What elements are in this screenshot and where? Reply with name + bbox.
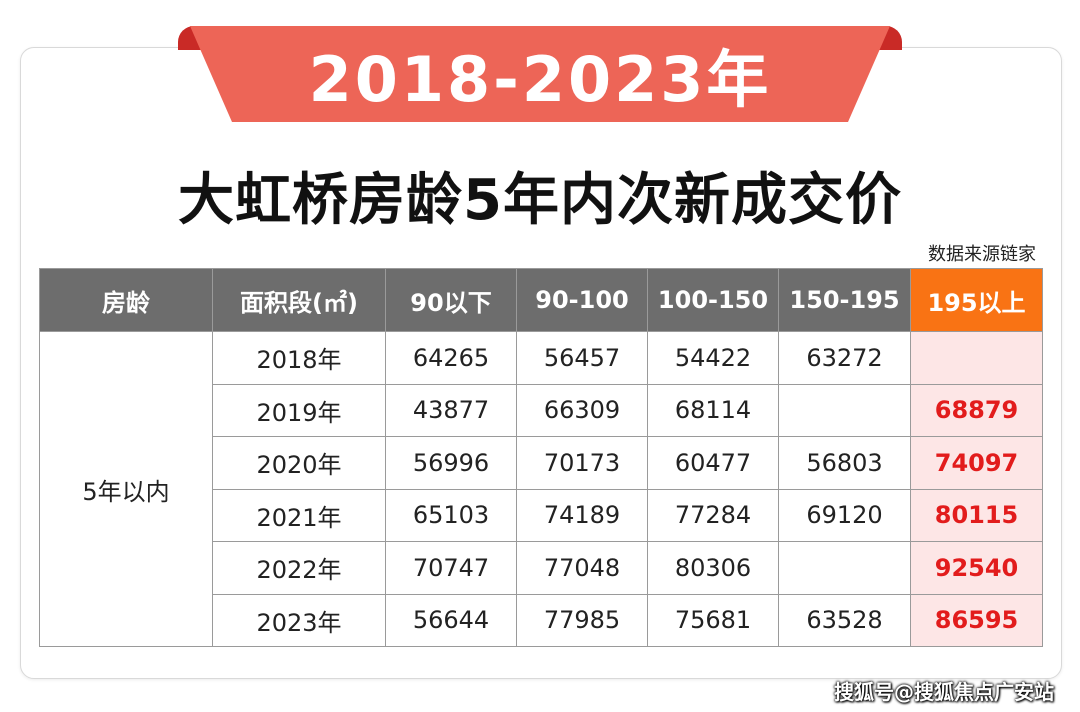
price-cell: 77048	[516, 541, 648, 595]
price-cell: 80306	[647, 541, 779, 595]
year-cell: 2019年	[212, 383, 386, 437]
watermark: 搜狐号@搜狐焦点广安站	[834, 680, 1054, 704]
price-cell: 56803	[778, 436, 911, 490]
price-cell: 56996	[385, 436, 517, 490]
price-cell: 64265	[385, 331, 517, 385]
price-cell-highlight: 92540	[910, 541, 1043, 595]
header-cell-90-100: 90-100	[516, 268, 648, 332]
price-cell: 56644	[385, 593, 517, 647]
price-cell: 56457	[516, 331, 648, 385]
price-cell: 43877	[385, 383, 517, 437]
group-label: 5年以内	[39, 331, 213, 647]
price-cell: 68114	[647, 383, 779, 437]
table-row: 2022年 70747 77048 80306 92540	[40, 541, 1043, 595]
price-cell-highlight	[910, 331, 1043, 385]
table-row: 2023年 56644 77985 75681 63528 86595	[40, 593, 1043, 647]
price-cell: 74189	[516, 488, 648, 542]
table-row: 5年以内 2018年 64265 56457 54422 63272	[39, 331, 1043, 647]
year-cell: 2018年	[212, 331, 386, 385]
header-cell-age: 房龄	[39, 268, 213, 332]
price-cell: 69120	[778, 488, 911, 542]
year-cell: 2021年	[212, 488, 386, 542]
price-cell: 75681	[647, 593, 779, 647]
price-cell-highlight: 68879	[910, 383, 1043, 437]
table-row: 2019年 43877 66309 68114 68879	[40, 383, 1043, 437]
banner-text: 2018-2023年	[308, 43, 772, 116]
data-source-note: 数据来源链家	[928, 244, 1036, 265]
header-cell-under-90: 90以下	[385, 268, 517, 332]
price-cell: 54422	[647, 331, 779, 385]
table-row: 2020年 56996 70173 60477 56803 74097	[40, 436, 1043, 490]
year-cell: 2023年	[212, 593, 386, 647]
price-cell	[778, 541, 911, 595]
price-cell: 63272	[778, 331, 911, 385]
header-cell-150-195: 150-195	[778, 268, 911, 332]
price-cell-highlight: 80115	[910, 488, 1043, 542]
price-cell: 65103	[385, 488, 517, 542]
price-cell-highlight: 86595	[910, 593, 1043, 647]
page-title: 大虹桥房龄5年内次新成交价	[178, 168, 902, 233]
year-banner: 2018-2023年	[190, 26, 890, 122]
table-row: 2021年 65103 74189 77284 69120 80115	[40, 488, 1043, 542]
price-table: 房龄 面积段(㎡) 90以下 90-100 100-150 150-195 19…	[39, 268, 1043, 647]
price-cell: 77284	[647, 488, 779, 542]
year-cell: 2020年	[212, 436, 386, 490]
price-cell: 77985	[516, 593, 648, 647]
price-cell: 70747	[385, 541, 517, 595]
price-cell	[778, 383, 911, 437]
header-cell-area: 面积段(㎡)	[212, 268, 386, 332]
table-header-row: 房龄 面积段(㎡) 90以下 90-100 100-150 150-195 19…	[39, 268, 1043, 332]
price-cell-highlight: 74097	[910, 436, 1043, 490]
price-cell: 60477	[647, 436, 779, 490]
header-cell-100-150: 100-150	[647, 268, 779, 332]
price-cell: 63528	[778, 593, 911, 647]
price-cell: 66309	[516, 383, 648, 437]
price-cell: 70173	[516, 436, 648, 490]
year-cell: 2022年	[212, 541, 386, 595]
header-cell-over-195: 195以上	[910, 268, 1043, 332]
